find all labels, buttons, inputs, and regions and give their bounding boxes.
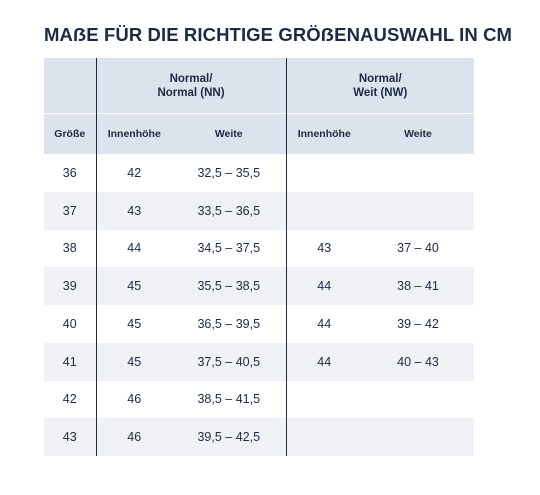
column-header-row: Größe Innenhöhe Weite Innenhöhe Weite bbox=[44, 113, 474, 154]
size-cell: 37 bbox=[44, 191, 96, 230]
size-cell: 42 bbox=[62, 392, 77, 407]
table-row: 39 45 35,5 – 38,5 44 38 – 41 bbox=[44, 267, 474, 305]
group-header-line1: Normal/ bbox=[169, 72, 213, 85]
nn-height-cell: 45 bbox=[95, 267, 172, 305]
table-row: 38 44 34,5 – 37,5 43 37 – 40 bbox=[44, 229, 474, 268]
group-header-line1: Normal/ bbox=[358, 72, 402, 85]
nn-height-cell: 46 bbox=[95, 418, 172, 456]
nw-width-cell bbox=[362, 191, 474, 230]
nw-width-cell bbox=[362, 381, 474, 419]
nn-width-cell: 35,5 – 38,5 bbox=[172, 267, 286, 305]
group-header-normal-nw: Normal/ Weit (NW) bbox=[285, 58, 474, 114]
nn-width-cell: 39,5 – 42,5 bbox=[172, 418, 286, 456]
nn-height-cell: 45 bbox=[95, 342, 172, 381]
size-table: Normal/ Normal (NN) Normal/ Weit (NW) Gr… bbox=[44, 58, 474, 456]
nn-width-cell: 32,5 – 35,5 bbox=[197, 165, 261, 180]
column-header-nw-width: Weite bbox=[362, 113, 474, 154]
nw-height-cell: 44 bbox=[285, 267, 362, 305]
group-header-line2: Weit (NW) bbox=[353, 86, 408, 99]
group-header-line2: Normal (NN) bbox=[157, 86, 225, 99]
nn-width-cell: 36,5 – 39,5 bbox=[197, 316, 261, 331]
column-header-nw-height: Innenhöhe bbox=[285, 113, 362, 154]
size-cell: 40 bbox=[62, 316, 77, 331]
nw-width-cell bbox=[362, 418, 474, 456]
page-title: MAẞE FÜR DIE RICHTIGE GRÖẞENAUSWAHL IN C… bbox=[44, 24, 513, 45]
nn-height-cell: 45 bbox=[95, 305, 172, 343]
size-cell: 36 bbox=[62, 165, 77, 180]
nn-width-cell: 33,5 – 36,5 bbox=[172, 191, 286, 230]
corner-cell bbox=[44, 58, 96, 114]
nw-width-cell: 37 – 40 bbox=[397, 241, 439, 256]
nw-height-cell bbox=[285, 191, 362, 230]
nw-height-cell: 43 bbox=[285, 229, 362, 268]
table-row: 40 45 36,5 – 39,5 44 39 – 42 bbox=[44, 305, 474, 343]
nn-height-cell: 43 bbox=[95, 191, 172, 230]
size-cell: 39 bbox=[44, 267, 96, 305]
nn-height-cell: 42 bbox=[95, 154, 172, 192]
table-row: 36 42 32,5 – 35,5 bbox=[44, 154, 474, 192]
size-cell: 41 bbox=[44, 342, 96, 381]
nw-height-cell bbox=[285, 380, 362, 419]
nw-height-cell bbox=[285, 154, 362, 192]
column-header-nn-width: Weite bbox=[172, 113, 286, 154]
nn-height-cell: 46 bbox=[95, 380, 172, 419]
nw-height-cell: 44 bbox=[285, 342, 362, 381]
nn-width-cell: 37,5 – 40,5 bbox=[172, 342, 286, 381]
column-header-nn-height: Innenhöhe bbox=[95, 113, 172, 154]
table-row: 41 45 37,5 – 40,5 44 40 – 43 bbox=[44, 342, 474, 381]
table-row: 37 43 33,5 – 36,5 bbox=[44, 191, 474, 230]
nw-width-cell bbox=[362, 154, 474, 192]
table-row: 43 46 39,5 – 42,5 bbox=[44, 418, 474, 456]
column-header-size: Größe bbox=[44, 113, 96, 154]
nw-height-cell bbox=[285, 418, 362, 456]
size-cell: 43 bbox=[44, 418, 96, 456]
nn-width-cell: 38,5 – 41,5 bbox=[197, 392, 261, 407]
nn-height-cell: 44 bbox=[95, 229, 172, 268]
nw-height-cell: 44 bbox=[285, 305, 362, 343]
table-row: 42 46 38,5 – 41,5 bbox=[44, 380, 474, 419]
group-header-row: Normal/ Normal (NN) Normal/ Weit (NW) bbox=[44, 58, 474, 114]
nw-width-cell: 39 – 42 bbox=[397, 316, 439, 331]
nw-width-cell: 40 – 43 bbox=[362, 342, 474, 381]
group-header-normal-nn: Normal/ Normal (NN) bbox=[95, 58, 286, 114]
size-cell: 38 bbox=[62, 241, 77, 256]
nw-width-cell: 38 – 41 bbox=[362, 267, 474, 305]
nn-width-cell: 34,5 – 37,5 bbox=[197, 241, 261, 256]
